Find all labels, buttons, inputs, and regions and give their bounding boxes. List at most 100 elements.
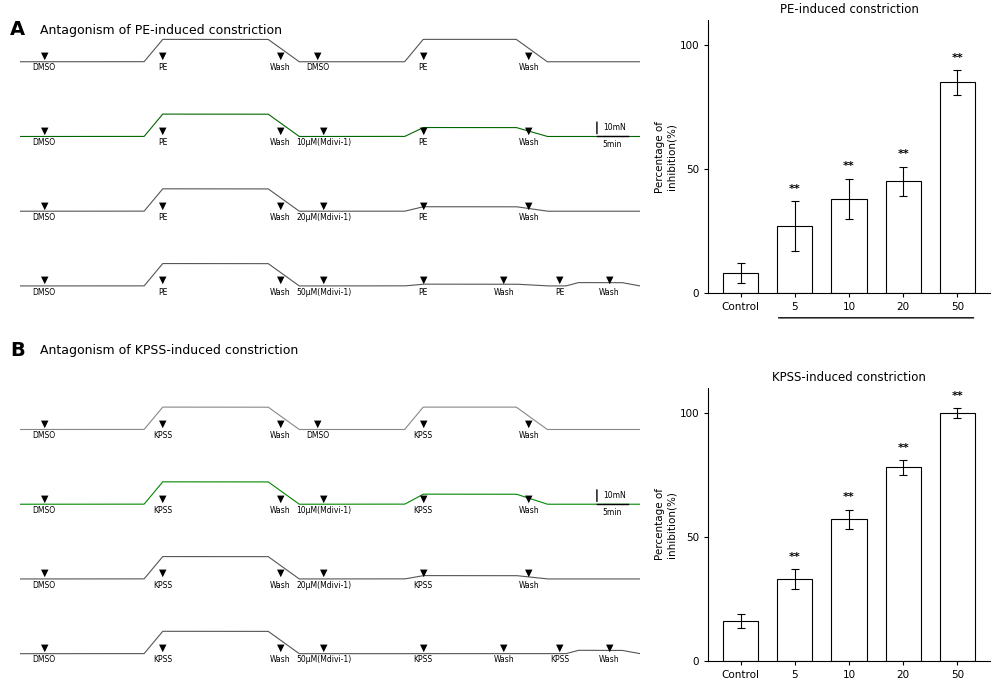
Text: ▼: ▼ [419,419,427,429]
Text: 10mN: 10mN [603,123,626,132]
Bar [831,520,867,661]
Text: KPSS: KPSS [153,655,172,665]
Text: ▼: ▼ [419,275,427,285]
Text: ▼: ▼ [320,568,328,578]
Text: ▼: ▼ [277,568,284,578]
Text: PE: PE [555,287,564,297]
Text: A: A [10,20,25,39]
Text: 10mN: 10mN [603,491,626,500]
Text: Wash: Wash [518,431,539,440]
Text: Wash: Wash [518,138,539,147]
Text: **: ** [952,52,963,63]
Text: ▼: ▼ [314,419,322,429]
Text: ▼: ▼ [277,643,284,653]
Text: Wash: Wash [518,506,539,515]
Text: ▼: ▼ [277,200,284,210]
Text: Wash: Wash [270,287,291,297]
Text: ▼: ▼ [159,51,166,61]
Text: PE: PE [158,213,167,222]
Text: ▼: ▼ [159,494,166,503]
Text: KPSS: KPSS [414,431,433,440]
Text: ▼: ▼ [41,51,49,61]
Text: DMSO: DMSO [306,431,329,440]
Text: Wash: Wash [494,287,514,297]
Text: ▼: ▼ [41,126,49,136]
Text: PE: PE [419,138,428,147]
Bar [723,273,758,293]
Text: ▼: ▼ [419,643,427,653]
Text: ▼: ▼ [159,200,166,210]
Text: PE: PE [158,63,167,72]
Text: ▼: ▼ [277,494,284,503]
Text: Wash: Wash [599,287,620,297]
Text: Wash: Wash [270,63,291,72]
Text: ▼: ▼ [41,419,49,429]
Text: KPSS: KPSS [153,506,172,515]
Text: **: ** [843,161,855,172]
Text: **: ** [843,492,855,502]
Bar [940,413,975,661]
Text: **: ** [952,390,963,400]
Text: Wash: Wash [270,138,291,147]
Text: DMSO: DMSO [32,506,56,515]
Text: KPSS: KPSS [414,581,433,590]
Bar [777,226,812,293]
Text: KPSS: KPSS [153,431,172,440]
Text: DMSO: DMSO [32,287,56,297]
Text: ▼: ▼ [525,494,532,503]
Text: DMSO: DMSO [32,138,56,147]
Text: Wash: Wash [494,655,514,665]
Text: ▼: ▼ [320,126,328,136]
Text: ▼: ▼ [556,275,563,285]
Text: DMSO: DMSO [32,213,56,222]
Text: Antagonism of PE-induced constriction: Antagonism of PE-induced constriction [40,24,282,37]
Bar [777,579,812,661]
Text: ▼: ▼ [320,275,328,285]
Text: KPSS: KPSS [414,506,433,515]
Bar [886,467,921,661]
Text: ▼: ▼ [606,643,613,653]
Text: 20µM(Mdivi-1): 20µM(Mdivi-1) [296,213,352,222]
Text: 10µM(Mdivi-1): 10µM(Mdivi-1) [296,506,352,515]
Text: 20µM(Mdivi-1): 20µM(Mdivi-1) [296,581,352,590]
Text: ▼: ▼ [277,419,284,429]
Text: ▼: ▼ [277,275,284,285]
Text: PE: PE [419,213,428,222]
Text: Wash: Wash [270,506,291,515]
Text: **: ** [897,443,909,453]
Text: ▼: ▼ [277,126,284,136]
Text: Wash: Wash [270,213,291,222]
Text: DMSO: DMSO [32,431,56,440]
Text: 5min: 5min [603,140,622,149]
Text: ▼: ▼ [159,275,166,285]
Text: 10µM(Mdivi-1): 10µM(Mdivi-1) [296,138,352,147]
Text: ▼: ▼ [41,200,49,210]
Text: Wash: Wash [270,431,291,440]
Text: ▼: ▼ [556,643,563,653]
Bar [723,621,758,661]
Text: Wash: Wash [599,655,620,665]
Title: PE-induced constriction: PE-induced constriction [780,3,918,16]
Text: 50µM(Mdivi-1): 50µM(Mdivi-1) [296,655,352,665]
Text: ▼: ▼ [41,568,49,578]
Text: KPSS: KPSS [550,655,569,665]
Bar [831,199,867,293]
Text: PE: PE [158,287,167,297]
Text: ▼: ▼ [419,568,427,578]
Text: ▼: ▼ [320,643,328,653]
Bar [886,181,921,293]
Text: ▼: ▼ [41,494,49,503]
Text: PE: PE [158,138,167,147]
Text: ▼: ▼ [277,51,284,61]
Text: ▼: ▼ [525,419,532,429]
Text: ▼: ▼ [159,643,166,653]
Text: ▼: ▼ [419,200,427,210]
Text: Antagonism of KPSS-induced constriction: Antagonism of KPSS-induced constriction [40,344,298,357]
Y-axis label: Percentage of
inhibition(%): Percentage of inhibition(%) [655,121,677,193]
Text: ▼: ▼ [159,419,166,429]
Text: ▼: ▼ [159,126,166,136]
Text: ▼: ▼ [320,494,328,503]
Text: PE: PE [419,287,428,297]
Text: DMSO: DMSO [306,63,329,72]
Text: ▼: ▼ [525,200,532,210]
